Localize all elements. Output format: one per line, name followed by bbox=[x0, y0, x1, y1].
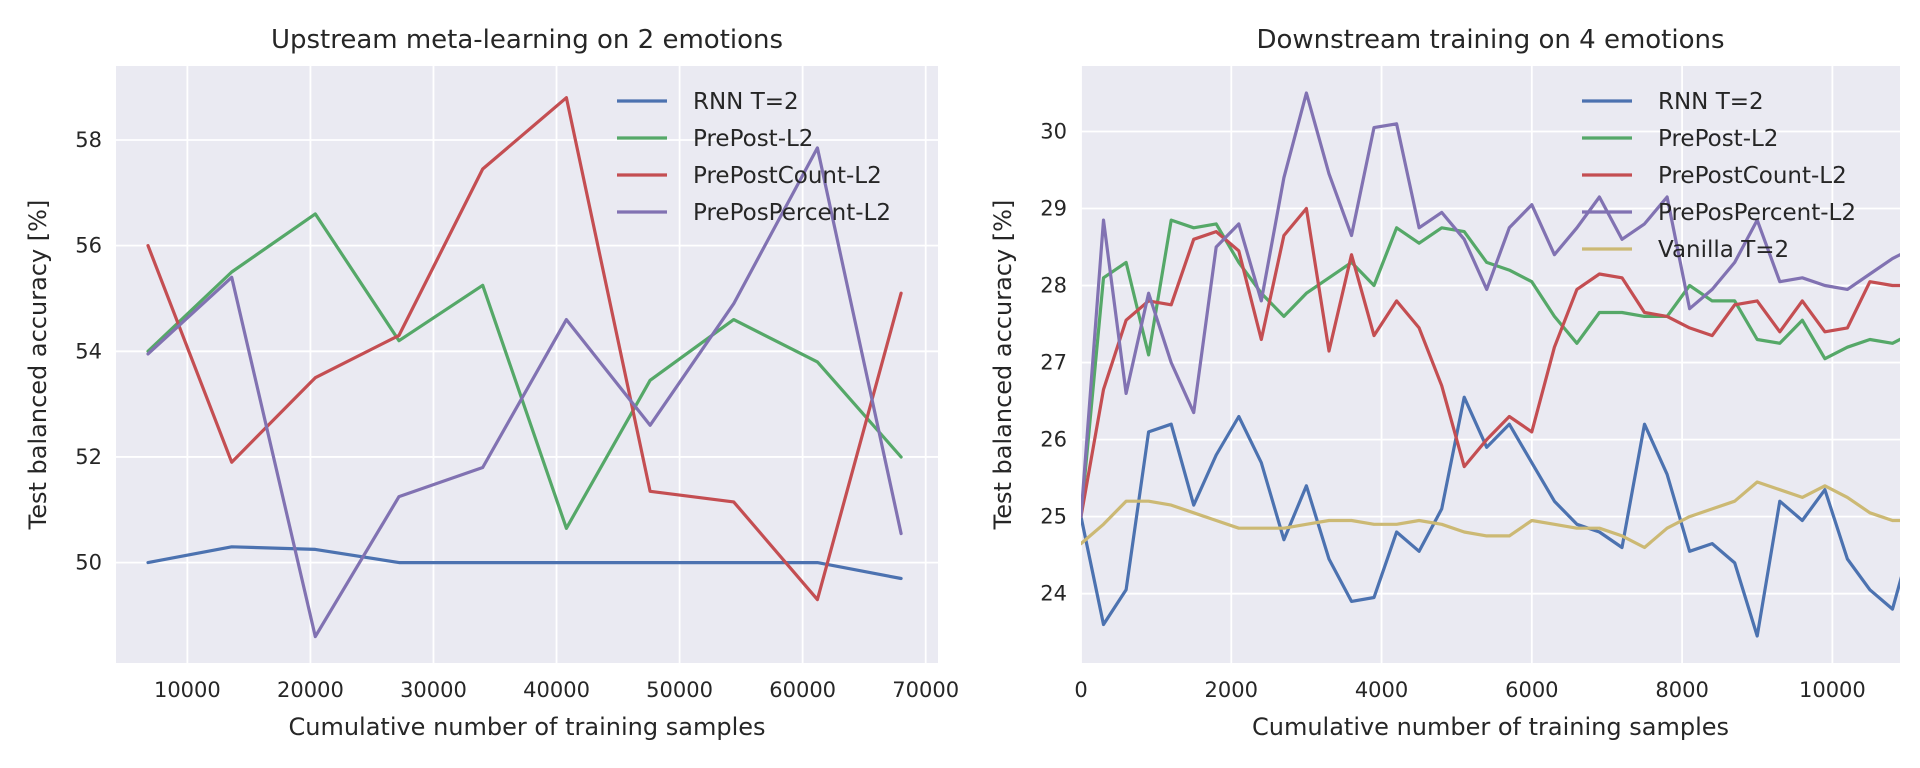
y-tick-label: 29 bbox=[1040, 197, 1067, 221]
x-tick-label: 70000 bbox=[892, 678, 959, 702]
x-tick-label: 0 bbox=[1074, 678, 1087, 702]
series-line-prepost-l2 bbox=[1081, 218, 1900, 519]
legend-label: PrePost-L2 bbox=[1658, 126, 1778, 152]
legend: RNN T=2 PrePost-L2 PrePostCount-L2 PrePosPe… bbox=[617, 89, 891, 226]
y-axis-label: Test balanced accuracy [%] bbox=[989, 200, 1017, 531]
x-tick-label: 30000 bbox=[400, 678, 467, 702]
series-line-rnn-t-2 bbox=[146, 545, 903, 581]
series-line-prepostcount-l2 bbox=[146, 96, 903, 602]
series-line-prepospercent-l2 bbox=[146, 146, 903, 639]
series-line-vanilla-t-2 bbox=[1081, 480, 1900, 550]
plot-area bbox=[1081, 66, 1900, 663]
series-group bbox=[146, 96, 903, 639]
chart-panel-1: 10000 20000 30000 40000 50000 60000 70000 50 52 5… bbox=[24, 25, 959, 741]
x-tick-label: 60000 bbox=[769, 678, 836, 702]
legend-label: PrePosPercent-L2 bbox=[693, 200, 891, 226]
chart-title: Downstream training on 4 emotions bbox=[1256, 25, 1724, 55]
x-axis-label: Cumulative number of training samples bbox=[288, 713, 765, 741]
y-tick-label: 25 bbox=[1040, 505, 1067, 529]
x-tick-label: 10000 bbox=[1799, 678, 1866, 702]
x-axis-label: Cumulative number of training samples bbox=[1252, 713, 1729, 741]
y-tick-label: 28 bbox=[1040, 274, 1067, 298]
y-tick-label: 26 bbox=[1040, 428, 1067, 452]
legend-label: PrePostCount-L2 bbox=[693, 163, 882, 189]
x-tick-label: 8000 bbox=[1655, 678, 1708, 702]
legend-label: PrePostCount-L2 bbox=[1658, 163, 1847, 189]
x-tick-label: 50000 bbox=[646, 678, 713, 702]
y-tick-label: 27 bbox=[1040, 351, 1067, 375]
y-tick-label: 50 bbox=[75, 551, 102, 575]
legend-label: PrePosPercent-L2 bbox=[1658, 200, 1856, 226]
x-tick-label: 6000 bbox=[1505, 678, 1558, 702]
x-tick-label: 10000 bbox=[154, 678, 221, 702]
x-tick-label: 20000 bbox=[277, 678, 344, 702]
legend-label: PrePost-L2 bbox=[693, 126, 813, 152]
series-line-prepospercent-l2 bbox=[1081, 91, 1900, 519]
chart-panel-2: 0 2000 4000 6000 8000 10000 24 25 26 27 28 29 30 Down… bbox=[989, 25, 1900, 741]
chart-title: Upstream meta-learning on 2 emotions bbox=[271, 25, 783, 55]
y-axis-label: Test balanced accuracy [%] bbox=[24, 200, 52, 531]
series-line-prepost-l2 bbox=[146, 212, 903, 530]
legend-label: Vanilla T=2 bbox=[1658, 237, 1789, 263]
series-group bbox=[1081, 91, 1900, 638]
y-tick-label: 54 bbox=[75, 339, 102, 363]
y-tick-label: 24 bbox=[1040, 582, 1067, 606]
legend-label: RNN T=2 bbox=[1658, 89, 1764, 115]
series-line-rnn-t-2 bbox=[1081, 395, 1900, 638]
legend-label: RNN T=2 bbox=[693, 89, 799, 115]
y-tick-label: 52 bbox=[75, 445, 102, 469]
x-tick-label: 40000 bbox=[523, 678, 590, 702]
legend: RNN T=2 PrePost-L2 PrePostCount-L2 PrePosPe… bbox=[1582, 89, 1856, 263]
series-line-prepostcount-l2 bbox=[1081, 206, 1900, 519]
y-tick-label: 56 bbox=[75, 234, 102, 258]
y-tick-label: 30 bbox=[1040, 119, 1067, 143]
x-tick-label: 2000 bbox=[1205, 678, 1258, 702]
y-tick-label: 58 bbox=[75, 128, 102, 152]
x-tick-label: 4000 bbox=[1355, 678, 1408, 702]
